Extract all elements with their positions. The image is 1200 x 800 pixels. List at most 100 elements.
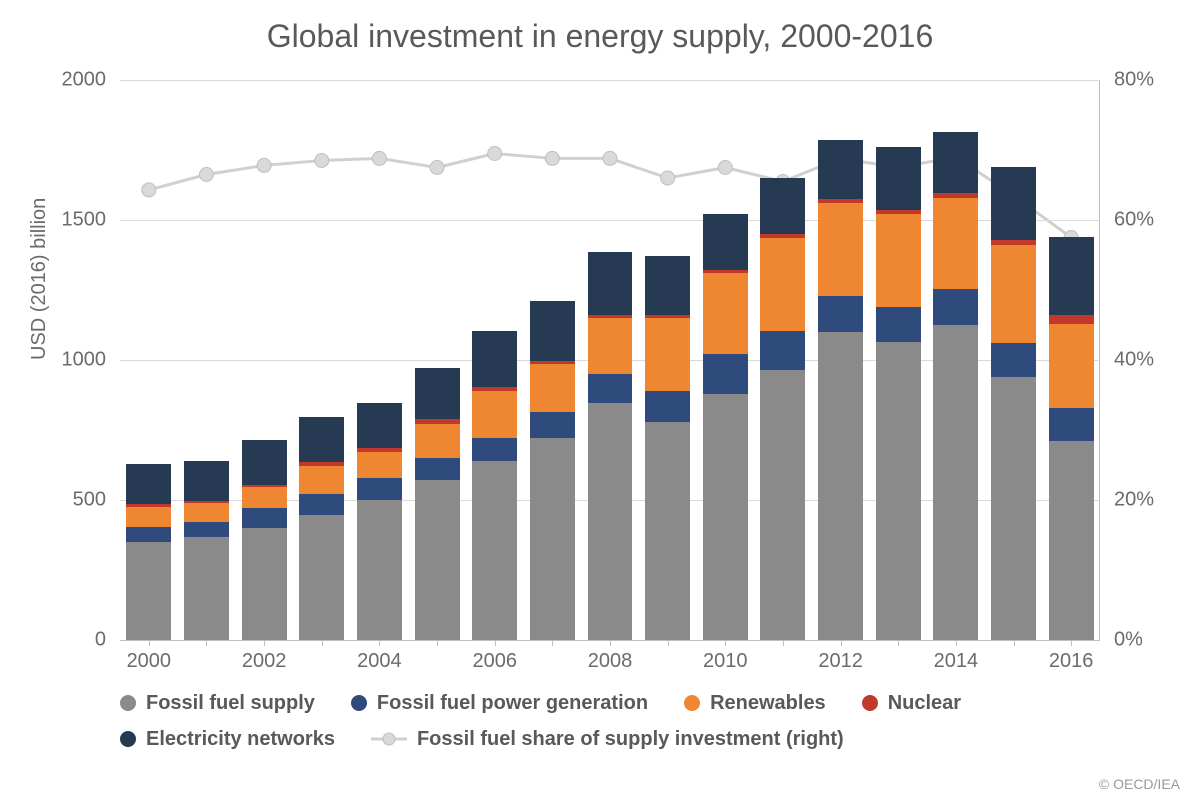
x-tick-mark — [898, 640, 899, 646]
legend-item-share-line: Fossil fuel share of supply investment (… — [371, 721, 844, 757]
bar-segment-nuclear — [299, 462, 344, 465]
legend-label-fossil-supply: Fossil fuel supply — [146, 685, 315, 721]
bar-segment-networks — [760, 178, 805, 234]
bar-segment-networks — [991, 167, 1036, 240]
bar-segment-networks — [588, 252, 633, 315]
bar-segment-fossil-power — [588, 374, 633, 403]
bar-segment-fossil-supply — [991, 377, 1036, 640]
bar-segment-renewables — [760, 238, 805, 330]
y-left-tick: 1500 — [62, 209, 121, 232]
bar-segment-renewables — [472, 391, 517, 439]
bar-segment-fossil-supply — [933, 325, 978, 640]
bar-segment-networks — [126, 464, 171, 505]
bar-segment-fossil-supply — [703, 394, 748, 640]
bar-segment-networks — [703, 214, 748, 270]
bar-segment-nuclear — [1049, 315, 1094, 323]
bar-segment-renewables — [876, 214, 921, 306]
legend-label-renewables: Renewables — [710, 685, 826, 721]
y-left-tick: 500 — [73, 489, 120, 512]
bar-segment-fossil-supply — [242, 528, 287, 640]
chart-container: Global investment in energy supply, 2000… — [0, 0, 1200, 800]
legend-row-2: Electricity networks Fossil fuel share o… — [120, 721, 1100, 757]
bar-segment-fossil-supply — [530, 438, 575, 640]
legend-item-networks: Electricity networks — [120, 721, 335, 757]
bar-segment-networks — [472, 331, 517, 387]
x-tick-label: 2006 — [472, 640, 517, 673]
bar-segment-nuclear — [645, 315, 690, 318]
y-right-tick: 0% — [1100, 629, 1143, 652]
bar-segment-networks — [299, 417, 344, 462]
bar-segment-fossil-supply — [472, 461, 517, 640]
x-tick-mark — [437, 640, 438, 646]
bar-segment-networks — [357, 403, 402, 448]
share-line-marker — [661, 171, 675, 185]
x-tick-label: 2000 — [127, 640, 172, 673]
bar-segment-renewables — [1049, 324, 1094, 408]
bar-segment-nuclear — [530, 361, 575, 364]
bar-segment-nuclear — [357, 448, 402, 452]
bar-segment-networks — [415, 368, 460, 418]
chart-credit: © OECD/IEA — [1099, 776, 1180, 792]
legend-row-1: Fossil fuel supply Fossil fuel power gen… — [120, 685, 1100, 721]
y-right-tick: 60% — [1100, 209, 1154, 232]
bar-segment-renewables — [357, 452, 402, 477]
bar-segment-networks — [645, 256, 690, 315]
y-left-tick: 1000 — [62, 349, 121, 372]
share-line-marker — [142, 183, 156, 197]
bar-segment-nuclear — [242, 485, 287, 488]
bar-segment-fossil-supply — [1049, 441, 1094, 640]
bar-segment-nuclear — [818, 199, 863, 203]
x-tick-mark — [1014, 640, 1015, 646]
legend-swatch-renewables — [684, 695, 700, 711]
bar-segment-fossil-supply — [818, 332, 863, 640]
bar-segment-nuclear — [703, 270, 748, 273]
x-tick-label: 2008 — [588, 640, 633, 673]
x-tick-label: 2016 — [1049, 640, 1094, 673]
x-tick-label: 2002 — [242, 640, 287, 673]
y-right-tick: 40% — [1100, 349, 1154, 372]
bar-segment-fossil-power — [472, 438, 517, 460]
y-left-tick: 0 — [95, 629, 120, 652]
bar-segment-renewables — [530, 364, 575, 412]
bar-segment-fossil-power — [299, 494, 344, 515]
bar-segment-nuclear — [472, 387, 517, 391]
bar-segment-renewables — [818, 203, 863, 295]
bar-segment-networks — [184, 461, 229, 500]
bar-segment-nuclear — [184, 501, 229, 504]
bar-segment-nuclear — [991, 240, 1036, 246]
bar-segment-nuclear — [126, 504, 171, 507]
bar-segment-nuclear — [876, 210, 921, 214]
grid-line — [120, 80, 1100, 81]
bar-segment-fossil-supply — [126, 542, 171, 640]
bar-segment-fossil-supply — [588, 403, 633, 640]
legend-label-networks: Electricity networks — [146, 721, 335, 757]
x-tick-mark — [668, 640, 669, 646]
y-left-tick: 2000 — [62, 69, 121, 92]
share-line-marker — [315, 154, 329, 168]
legend-swatch-networks — [120, 731, 136, 747]
bar-segment-fossil-power — [1049, 408, 1094, 442]
bar-segment-renewables — [991, 245, 1036, 343]
bar-segment-renewables — [933, 198, 978, 289]
bar-segment-networks — [876, 147, 921, 210]
bar-segment-fossil-power — [126, 527, 171, 542]
bar-segment-fossil-power — [991, 343, 1036, 377]
bar-segment-fossil-power — [357, 478, 402, 500]
bar-segment-renewables — [415, 424, 460, 458]
bar-segment-fossil-power — [242, 508, 287, 528]
share-line-marker — [257, 158, 271, 172]
bar-segment-fossil-supply — [357, 500, 402, 640]
share-line-marker — [199, 168, 213, 182]
legend-item-fossil-supply: Fossil fuel supply — [120, 685, 315, 721]
share-line-marker — [603, 151, 617, 165]
y-right-tick: 20% — [1100, 489, 1154, 512]
bar-segment-renewables — [703, 273, 748, 354]
bar-segment-networks — [933, 132, 978, 194]
bar-segment-renewables — [299, 466, 344, 494]
bar-segment-fossil-power — [933, 289, 978, 325]
x-tick-label: 2014 — [934, 640, 979, 673]
legend-swatch-nuclear — [862, 695, 878, 711]
bar-segment-networks — [1049, 237, 1094, 315]
bar-segment-fossil-power — [703, 354, 748, 393]
bar-segment-renewables — [242, 487, 287, 508]
